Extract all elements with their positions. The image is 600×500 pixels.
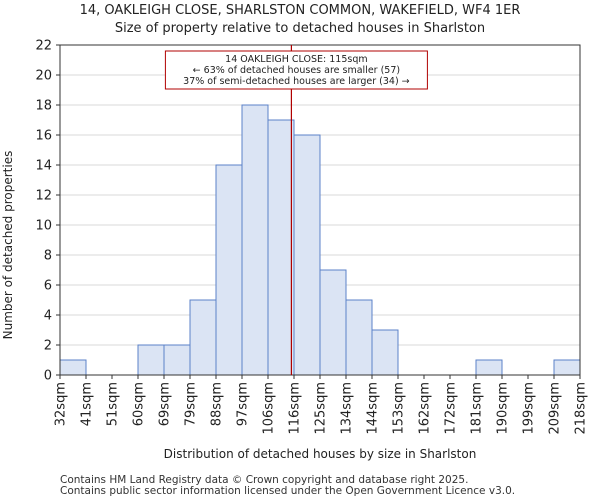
y-tick-label: 12 [35,189,52,204]
annotation-line: 37% of semi-detached houses are larger (… [183,76,410,87]
histogram-bar [319,269,347,376]
y-tick-label: 6 [44,279,52,294]
histogram-bar [371,329,399,376]
chart-title: 14, OAKLEIGH CLOSE, SHARLSTON COMMON, WA… [79,3,521,18]
histogram-bar [553,359,581,376]
x-tick-label: 134sqm [340,382,355,435]
chart-subtitle: Size of property relative to detached ho… [114,21,486,36]
x-tick-label: 41sqm [80,382,95,426]
y-tick-label: 2 [44,339,52,354]
y-tick-label: 10 [35,219,52,234]
footer-line-1: Contains HM Land Registry data © Crown c… [60,474,469,486]
x-tick-label: 69sqm [158,382,173,426]
x-tick-label: 209sqm [548,382,563,435]
histogram-bar [241,104,269,376]
x-tick-label: 181sqm [470,382,485,435]
x-tick-label: 51sqm [106,382,121,426]
x-tick-label: 153sqm [392,382,407,435]
annotation-line: 14 OAKLEIGH CLOSE: 115sqm [225,54,367,65]
x-axis-label: Distribution of detached houses by size … [164,447,477,461]
histogram-bar [163,344,191,376]
x-tick-label: 79sqm [184,382,199,426]
x-tick-label: 125sqm [314,382,329,435]
x-tick-label: 32sqm [54,382,69,426]
x-tick-label: 97sqm [236,382,251,426]
histogram-bar [345,299,373,376]
histogram-chart: 0 2 4 6 8 10 12 14 16 18 20 22 32sqm 41sqm 51sqm 60sqm… [1,39,589,462]
y-tick-label: 0 [44,369,52,384]
x-tick-label: 144sqm [366,382,381,435]
y-tick-label: 4 [44,309,52,324]
y-tick-label: 8 [44,249,52,264]
x-tick-label: 172sqm [444,382,459,435]
histogram-bar [137,344,165,376]
y-tick-label: 18 [35,99,52,114]
histogram-bar [293,134,321,376]
y-tick-label: 14 [35,159,52,174]
histogram-bar [475,359,503,376]
annotation-box [164,50,428,90]
annotation-line: ← 63% of detached houses are smaller (57… [193,65,400,76]
x-tick-label: 106sqm [262,382,277,435]
x-tick-label: 60sqm [132,382,147,426]
histogram-bar [267,119,295,376]
x-tick-label: 218sqm [574,382,589,435]
y-tick-label: 16 [35,129,52,144]
footer-line-2: Contains public sector information licen… [60,485,516,497]
y-axis-label: Number of detached properties [1,151,15,340]
y-tick-label: 22 [35,39,52,54]
x-tick-label: 88sqm [210,382,225,426]
x-tick-label: 162sqm [418,382,433,435]
y-tick-label: 20 [35,69,52,84]
x-tick-label: 190sqm [496,382,511,435]
x-tick-label: 116sqm [288,382,303,435]
x-tick-label: 199sqm [522,382,537,435]
histogram-bar [59,359,87,376]
histogram-bar [189,299,217,376]
histogram-bar [215,164,243,376]
